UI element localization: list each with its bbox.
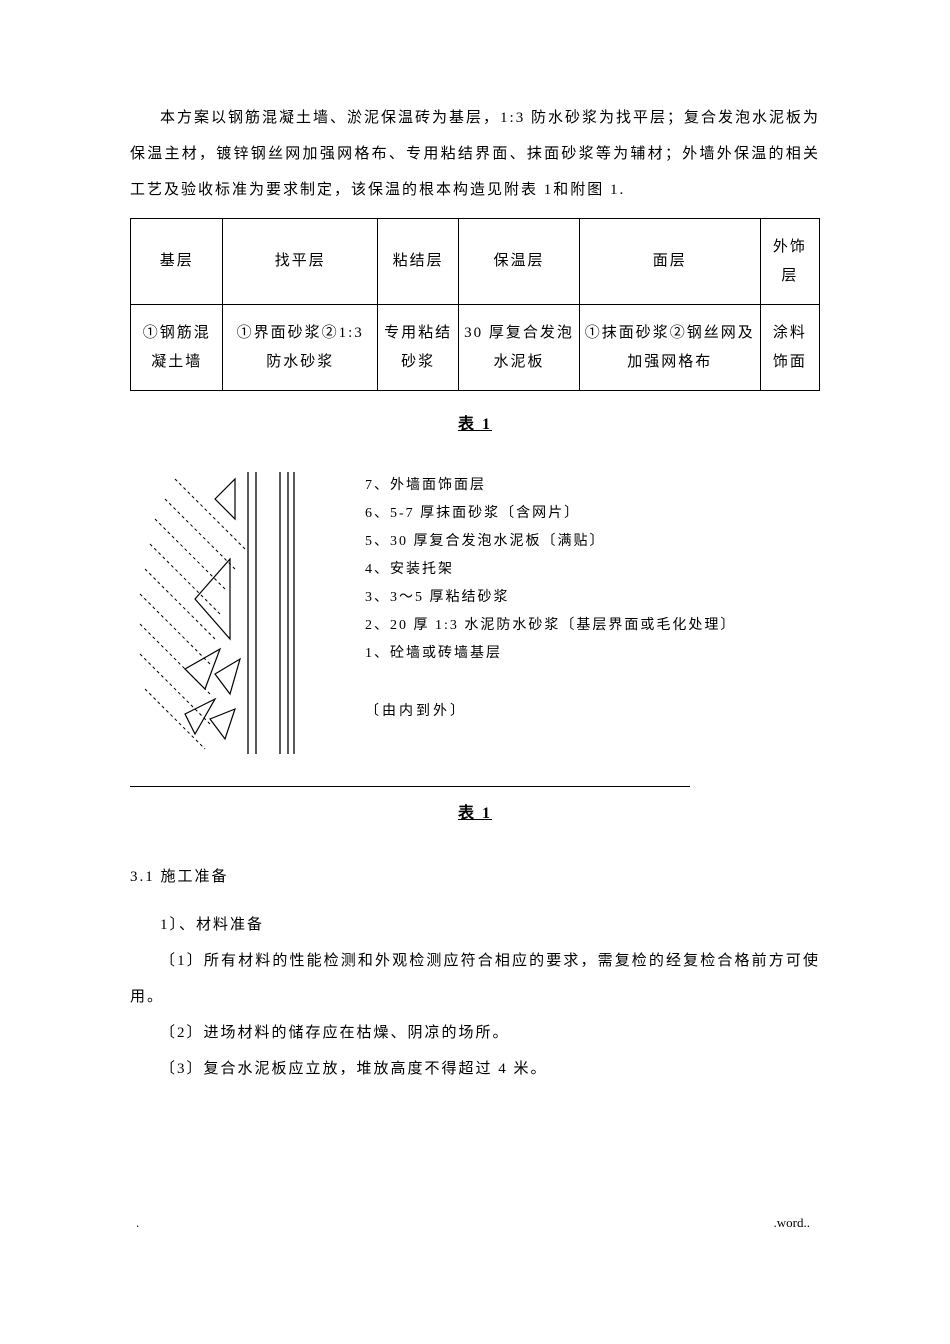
table-caption-2: 表 1 bbox=[130, 795, 820, 833]
layer-item-7: 7、外墙面饰面层 bbox=[365, 472, 820, 500]
td-bonding: 专用粘结砂浆 bbox=[378, 305, 459, 391]
layer-item-2: 2、20 厚 1:3 水泥防水砂浆〔基层界面或毛化处理〕 bbox=[365, 612, 820, 640]
table-caption-1: 表 1 bbox=[130, 406, 820, 444]
section-heading-3-1: 3.1 施工准备 bbox=[130, 859, 820, 895]
layer-item-5: 5、30 厚复合发泡水泥板〔满贴〕 bbox=[365, 528, 820, 556]
td-base: ①钢筋混凝土墙 bbox=[131, 305, 223, 391]
footer-left: . bbox=[130, 1207, 139, 1238]
layer-item-6: 6、5-7 厚抹面砂浆〔含网片〕 bbox=[365, 500, 820, 528]
th-bonding: 粘结层 bbox=[378, 219, 459, 305]
para-3: 〔3〕复合水泥板应立放，堆放高度不得超过 4 米。 bbox=[130, 1051, 820, 1087]
th-leveling: 找平层 bbox=[223, 219, 378, 305]
para-1: 〔1〕所有材料的性能检测和外观检测应符合相应的要求，需复检的经复检合格前方可使用… bbox=[130, 943, 820, 1015]
subsection-heading: 1〕、材料准备 bbox=[160, 907, 820, 943]
para-2: 〔2〕进场材料的储存应在枯燥、阴凉的场所。 bbox=[130, 1015, 820, 1051]
footer-right: .word.. bbox=[774, 1207, 820, 1238]
td-leveling: ①界面砂浆②1:3 防水砂浆 bbox=[223, 305, 378, 391]
layer-item-4: 4、安装托架 bbox=[365, 556, 820, 584]
th-surface: 面层 bbox=[579, 219, 760, 305]
td-surface: ①抹面砂浆②钢丝网及加强网格布 bbox=[579, 305, 760, 391]
wall-cross-section-diagram bbox=[130, 464, 365, 778]
layer-item-3: 3、3～5 厚粘结砂浆 bbox=[365, 584, 820, 612]
th-finish: 外饰层 bbox=[760, 219, 819, 305]
layer-item-1: 1、砼墙或砖墙基层 bbox=[365, 640, 820, 668]
wall-diagram-section: 7、外墙面饰面层 6、5-7 厚抹面砂浆〔含网片〕 5、30 厚复合发泡水泥板〔… bbox=[130, 464, 820, 778]
layer-structure-table: 基层 找平层 粘结层 保温层 面层 外饰层 ①钢筋混凝土墙 ①界面砂浆②1:3 … bbox=[130, 218, 820, 391]
th-base: 基层 bbox=[131, 219, 223, 305]
td-finish: 涂料饰面 bbox=[760, 305, 819, 391]
diagram-underline bbox=[130, 786, 690, 787]
layer-legend-list: 7、外墙面饰面层 6、5-7 厚抹面砂浆〔含网片〕 5、30 厚复合发泡水泥板〔… bbox=[365, 464, 820, 726]
direction-label: 〔由内到外〕 bbox=[365, 698, 820, 726]
intro-paragraph: 本方案以钢筋混凝土墙、淤泥保温砖为基层，1:3 防水砂浆为找平层；复合发泡水泥板… bbox=[130, 100, 820, 208]
th-insulation: 保温层 bbox=[459, 219, 579, 305]
td-insulation: 30 厚复合发泡水泥板 bbox=[459, 305, 579, 391]
page-footer: . .word.. bbox=[130, 1207, 820, 1238]
